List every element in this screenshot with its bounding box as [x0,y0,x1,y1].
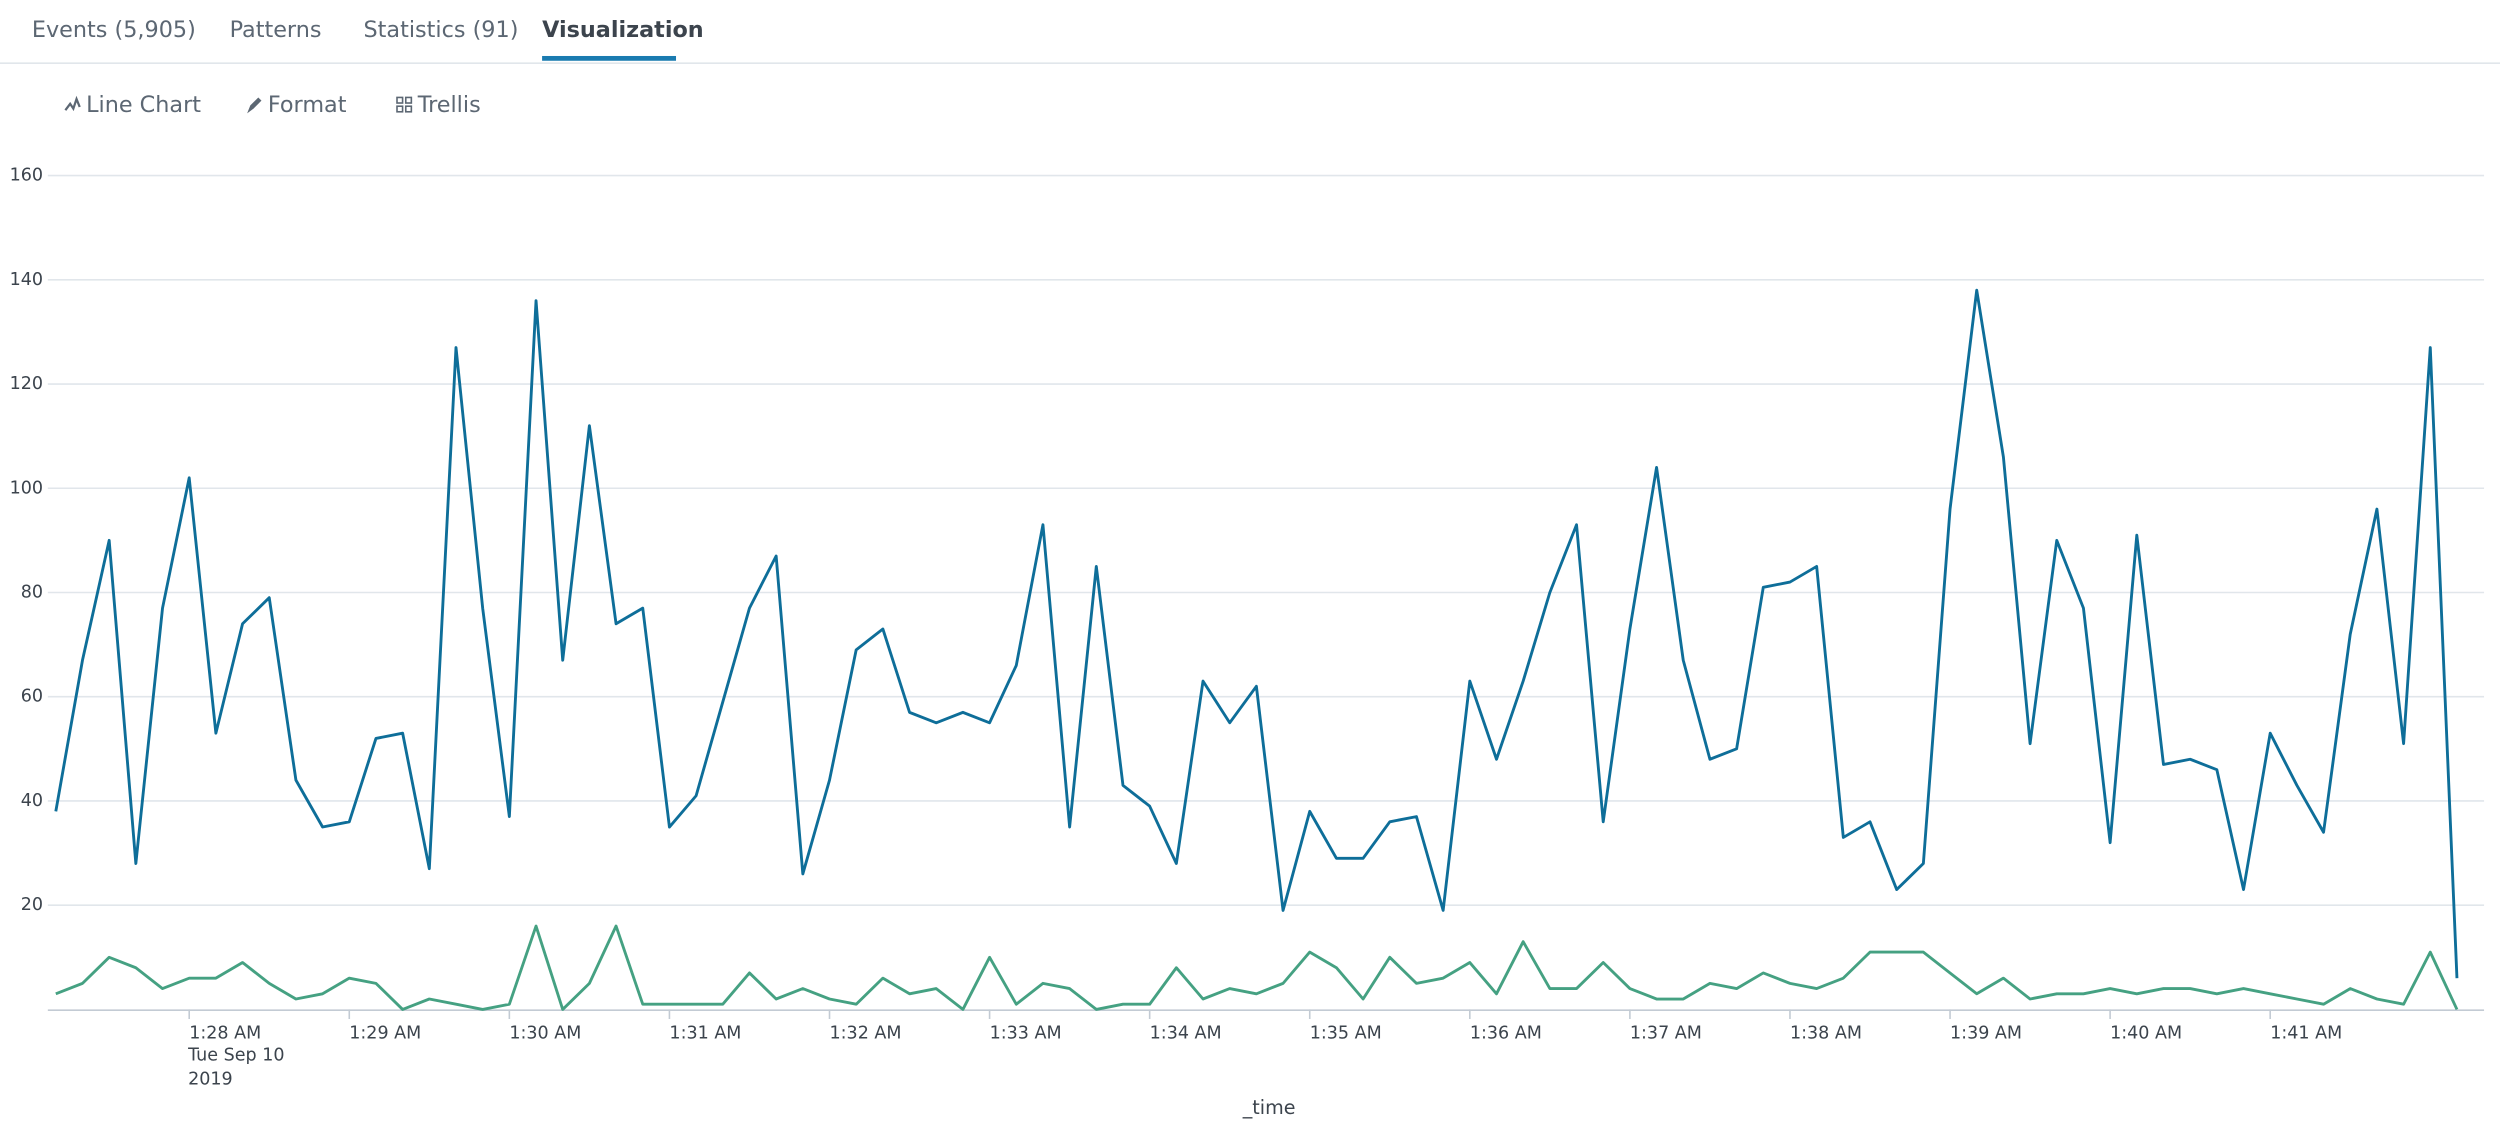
date-label: Tue Sep 10 [187,1046,284,1066]
toolbar-button[interactable]: Trellis [417,92,481,118]
x-tick-label: 1:39 AM [1950,1023,2022,1043]
x-axis-title: _time [1242,1096,1296,1119]
y-tick-label: 100 [10,478,43,498]
year-label: 2019 [188,1070,233,1090]
line-chart-icon [64,95,81,112]
x-tick-label: 1:31 AM [669,1023,741,1043]
x-tick-label: 1:29 AM [349,1023,421,1043]
x-tick-label: 1:28 AM [189,1023,261,1043]
x-tick-label: 1:38 AM [1790,1023,1862,1043]
x-tick-label: 1:34 AM [1150,1023,1222,1043]
y-tick-label: 20 [21,895,43,915]
toolbar-button[interactable]: Line Chart [86,92,201,118]
x-tick-label: 1:35 AM [1310,1023,1382,1043]
active-tab-indicator [542,55,677,61]
series-line [54,288,2459,979]
format-icon [247,97,262,114]
x-tick-label: 1:32 AM [830,1023,902,1043]
trellis-icon [396,96,413,113]
series-line [55,924,2459,1011]
tab[interactable]: Patterns [230,17,322,43]
toolbar: Line Chart Format Trellis [64,92,481,118]
y-tick-label: 160 [10,166,43,186]
y-tick-label: 40 [21,791,43,811]
plot: 20 40 60 80 100 120 140 160 1:28 AM 1:29 AM 1:30 A… [10,166,2485,1043]
toolbar-button[interactable]: Format [268,92,347,118]
tab[interactable]: Events (5,905) [32,17,196,43]
tab[interactable]: Visualization [542,17,704,43]
x-tick-label: 1:33 AM [990,1023,1062,1043]
y-tick-label: 140 [10,270,43,290]
x-tick-label: 1:41 AM [2270,1023,2342,1043]
y-tick-label: 60 [21,687,43,707]
x-tick-label: 1:40 AM [2110,1023,2182,1043]
x-tick-label: 1:30 AM [509,1023,581,1043]
y-tick-label: 80 [21,582,43,602]
y-tick-label: 120 [10,374,43,394]
tab[interactable]: Statistics (91) [364,17,519,43]
x-tick-label: 1:36 AM [1470,1023,1542,1043]
x-tick-label: 1:37 AM [1630,1023,1702,1043]
